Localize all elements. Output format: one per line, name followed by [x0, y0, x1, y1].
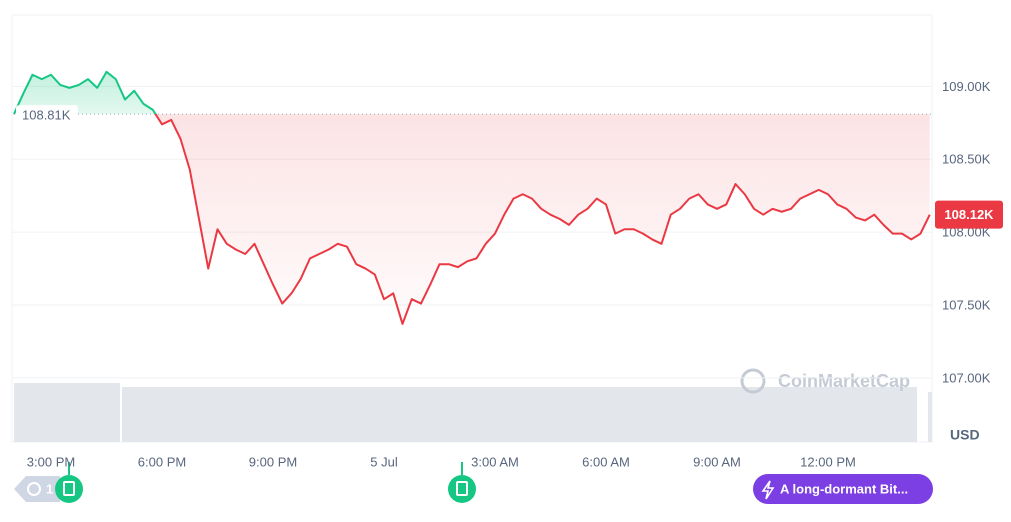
event-icon[interactable]: [55, 462, 83, 503]
y-tick-label: 108.50K: [942, 152, 991, 167]
y-axis-label: USD: [950, 427, 980, 443]
history-badge-text: 1: [46, 481, 53, 496]
x-tick-label: 3:00 AM: [471, 454, 519, 469]
news-pill-text[interactable]: A long-dormant Bit...: [780, 481, 908, 496]
y-tick-label: 107.00K: [942, 370, 991, 385]
x-tick-label: 3:00 PM: [27, 454, 75, 469]
x-tick-label: 6:00 PM: [138, 454, 186, 469]
volume-band: [14, 383, 932, 442]
x-tick-label: 5 Jul: [370, 454, 398, 469]
x-tick-label: 6:00 AM: [582, 454, 630, 469]
watermark-text: CoinMarketCap: [778, 371, 910, 391]
watermark: CoinMarketCap: [740, 368, 910, 394]
baseline-label: 108.81K: [22, 108, 71, 123]
x-tick-label: 9:00 AM: [693, 454, 741, 469]
news-pill[interactable]: A long-dormant Bit...: [753, 474, 933, 504]
y-tick-label: 107.50K: [942, 297, 991, 312]
area: [14, 71, 930, 324]
history-badge: 1: [14, 476, 60, 502]
baseline-label-bg: [16, 105, 78, 126]
last-price-bg: [935, 200, 1003, 229]
last-price-label: 108.12K: [944, 207, 994, 222]
x-tick-label: 12:00 PM: [800, 454, 856, 469]
price-line: [13, 70, 931, 325]
y-tick-label: 109.00K: [942, 79, 991, 94]
x-tick-label: 9:00 PM: [249, 454, 297, 469]
event-icon[interactable]: [448, 462, 476, 503]
